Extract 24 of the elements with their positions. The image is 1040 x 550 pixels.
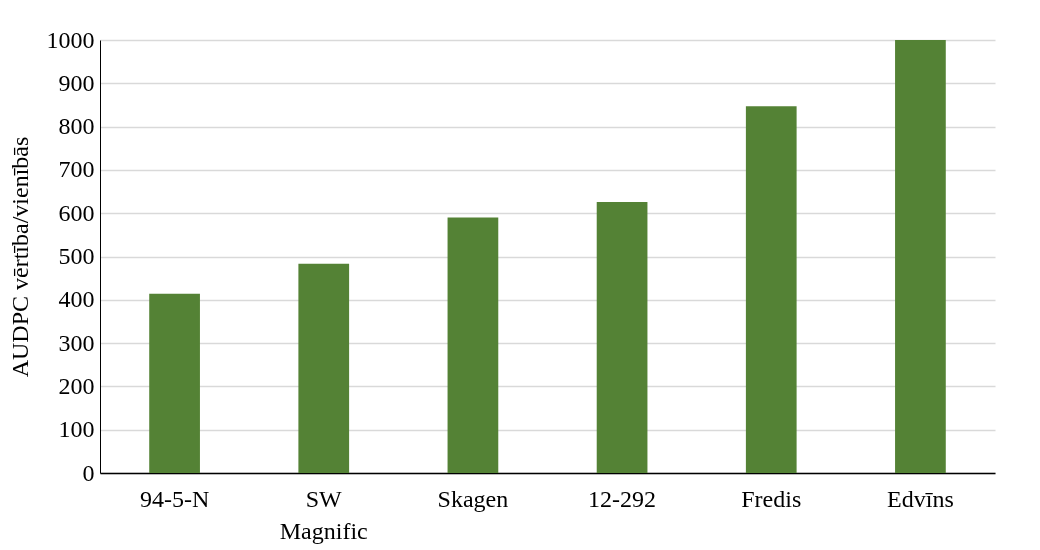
x-tick-label: Edvīns (887, 485, 954, 512)
y-tick-label: 600 (58, 199, 95, 226)
y-tick-label: 500 (58, 243, 95, 269)
x-tick-label: Skagen (437, 485, 509, 512)
y-tick-label: 400 (58, 286, 95, 313)
x-tick-label: Fredis (741, 485, 802, 512)
bar (298, 263, 350, 473)
bar (447, 217, 499, 473)
y-tick-label: 100 (58, 416, 95, 443)
x-tick-label: SW Magnific (279, 485, 368, 544)
bar (596, 201, 648, 473)
y-tick-label: 1000 (46, 26, 95, 53)
y-tick-label: 800 (58, 113, 95, 140)
bar (149, 293, 200, 473)
bar (745, 106, 797, 473)
x-tick-label: 94-5-N (139, 485, 210, 512)
y-axis-title: AUDPC vērtība/vienībās (6, 136, 33, 378)
y-tick-label: 200 (58, 372, 95, 399)
y-tick-label: 900 (58, 69, 95, 96)
y-tick-label: 700 (58, 156, 95, 183)
x-tick-label: 12-292 (588, 485, 657, 512)
y-tick-label: 300 (58, 329, 95, 356)
y-tick-label: 0 (82, 459, 95, 486)
bar (895, 40, 946, 473)
